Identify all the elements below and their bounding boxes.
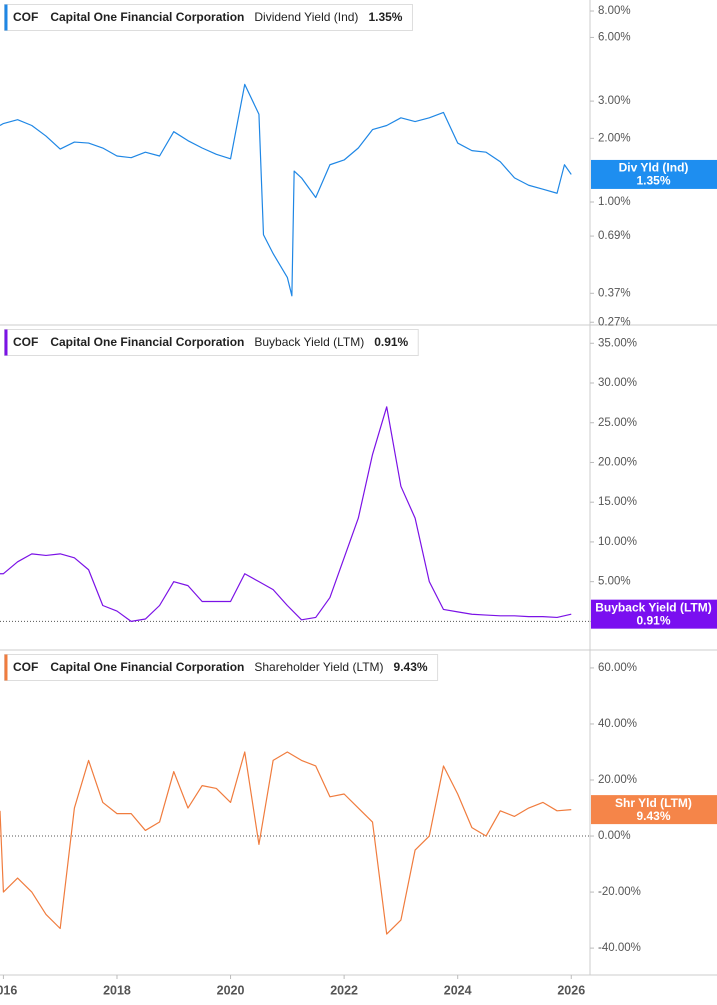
y-tick-label: 5.00%: [598, 576, 631, 588]
legend-ticker: COF: [13, 335, 38, 349]
y-tick-label: 3.00%: [598, 95, 631, 107]
legend-company: Capital One Financial Corporation: [50, 335, 244, 349]
y-tick-label: 2.00%: [598, 132, 631, 144]
legend: COF Capital One Financial Corporation Shar…: [4, 654, 439, 681]
legend: COF Capital One Financial Corporation Divi…: [4, 4, 413, 31]
badge-label: Div Yld (Ind): [619, 161, 689, 175]
y-tick-label: 20.00%: [598, 774, 637, 786]
badge-label: Shr Yld (LTM): [615, 796, 692, 810]
y-tick-label: 0.27%: [598, 316, 631, 328]
badge-value: 1.35%: [636, 174, 670, 188]
y-tick-label: 35.00%: [598, 337, 637, 349]
x-tick-label: 2026: [557, 983, 585, 997]
series-line: [0, 83, 572, 297]
y-tick-label: 1.00%: [598, 196, 631, 208]
y-tick-label: -20.00%: [598, 886, 641, 898]
legend-swatch: [4, 654, 8, 681]
y-tick-label: 40.00%: [598, 718, 637, 730]
badge-label: Buyback Yield (LTM): [595, 600, 711, 614]
x-tick-label: 2018: [103, 983, 131, 997]
y-tick-label: 30.00%: [598, 377, 637, 389]
legend-value: 9.43%: [394, 660, 428, 674]
legend-swatch: [4, 4, 8, 31]
y-tick-label: 8.00%: [598, 5, 631, 17]
badge-value: 9.43%: [636, 809, 670, 823]
y-tick-label: 0.69%: [598, 230, 631, 242]
y-tick-label: -40.00%: [598, 942, 641, 954]
legend: COF Capital One Financial Corporation Buyb…: [4, 329, 419, 356]
x-tick-label: 2024: [444, 983, 472, 997]
legend-ticker: COF: [13, 10, 38, 24]
legend-company: Capital One Financial Corporation: [50, 660, 244, 674]
legend-series: Shareholder Yield (LTM): [254, 660, 383, 674]
y-tick-label: 60.00%: [598, 662, 637, 674]
legend-series: Dividend Yield (Ind): [254, 10, 358, 24]
legend-value: 0.91%: [374, 335, 408, 349]
y-tick-label: 0.00%: [598, 830, 631, 842]
y-tick-label: 10.00%: [598, 536, 637, 548]
x-tick-label: 2020: [217, 983, 245, 997]
y-tick-label: 0.37%: [598, 287, 631, 299]
series-line: [0, 751, 572, 935]
badge-value: 0.91%: [636, 613, 670, 627]
value-badge: [591, 599, 717, 629]
y-tick-label: 25.00%: [598, 417, 637, 429]
x-tick-label: 2016: [0, 983, 17, 997]
y-tick-label: 15.00%: [598, 496, 637, 508]
value-badge: [591, 159, 717, 189]
legend-swatch: [4, 329, 8, 356]
value-badge: [591, 795, 717, 825]
legend-series: Buyback Yield (LTM): [254, 335, 364, 349]
legend-ticker: COF: [13, 660, 38, 674]
y-tick-label: 6.00%: [598, 31, 631, 43]
x-tick-label: 2022: [330, 983, 358, 997]
legend-box: [4, 329, 419, 356]
legend-company: Capital One Financial Corporation: [50, 10, 244, 24]
legend-value: 1.35%: [368, 10, 402, 24]
legend-box: [4, 654, 439, 681]
series-line: [0, 406, 572, 622]
y-tick-label: 20.00%: [598, 457, 637, 469]
